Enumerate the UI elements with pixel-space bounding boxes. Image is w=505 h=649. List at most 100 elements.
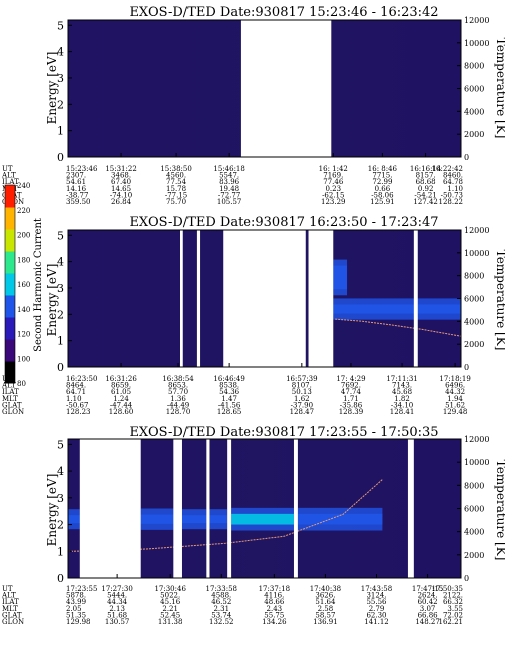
energy-tick-label: 4 — [57, 256, 64, 269]
table-cell: 67.40 — [111, 178, 131, 186]
table-row-label: UT — [2, 165, 13, 173]
data-gap — [293, 439, 298, 578]
spectrogram-band — [333, 265, 348, 290]
temperature-trace — [67, 479, 383, 552]
temperature-tick-label: 0 — [464, 363, 469, 372]
colorbar-swatch — [5, 207, 15, 230]
colorbar-swatch — [5, 295, 15, 318]
temperature-tick-label: 12000 — [464, 16, 489, 25]
table-cell: 17:50:35 — [432, 585, 463, 593]
panel-1-table: UTALTILATMLTGLATGLON15:23:462307.54.6114… — [1, 165, 463, 206]
table-cell: 1.47 — [221, 395, 237, 403]
colorbar-swatch — [5, 185, 15, 208]
energy-tick-label: 1 — [57, 125, 64, 138]
data-gap — [240, 20, 332, 157]
table-cell: 68.68 — [416, 178, 436, 186]
temperature-tick-label: 4000 — [464, 107, 484, 116]
table-cell: 17:43:58 — [361, 585, 392, 593]
temperature-tick-label: 10000 — [464, 249, 489, 258]
table-cell: -47.44 — [110, 401, 133, 409]
table-cell: 128.65 — [217, 408, 242, 416]
table-cell: 131.38 — [158, 618, 183, 626]
table-cell: 2.43 — [267, 605, 283, 613]
table-cell: 8538. — [219, 382, 239, 390]
table-cell: 16: 8:46 — [368, 165, 398, 173]
table-cell: 15.78 — [166, 185, 186, 193]
temperature-tick-label: 2000 — [464, 130, 484, 139]
table-cell: 48.66 — [264, 598, 285, 606]
table-cell: 2122. — [443, 592, 463, 600]
table-row-label: MLT — [2, 605, 18, 613]
table-cell: 0.92 — [418, 185, 434, 193]
data-gap — [196, 230, 201, 367]
table-row-label: UT — [2, 585, 13, 593]
table-cell: 1.94 — [447, 395, 463, 403]
table-cell: 2.31 — [213, 605, 229, 613]
energy-tick-label: 5 — [57, 229, 64, 242]
spectrogram-band — [140, 514, 174, 524]
table-cell: -74.10 — [110, 191, 132, 199]
table-cell: 14.16 — [66, 185, 87, 193]
colorbar-tick-label: 200 — [17, 232, 30, 240]
table-cell: 1.82 — [394, 395, 410, 403]
table-cell: 130.57 — [105, 618, 130, 626]
colorbar-label: Second Harmonic Current — [33, 218, 44, 352]
table-cell: 1.71 — [343, 395, 359, 403]
table-cell: 8653. — [168, 382, 188, 390]
panel-1-y2-axis-label: Temperature [K] — [494, 38, 505, 139]
panel-3-plot: 0 1 2 3 4 5 0 2000 4000 6000 8000 10000 12000 — [57, 435, 489, 585]
table-cell: 8659. — [111, 382, 131, 390]
temperature-tick-label: 0 — [464, 153, 469, 162]
table-row-label: GLAT — [2, 611, 22, 619]
table-cell: 148.27 — [415, 618, 440, 626]
colorbar-swatch — [5, 339, 15, 362]
colorbar-tick-label: 80 — [17, 380, 26, 388]
data-gap — [173, 439, 182, 578]
spectrogram-band — [297, 513, 383, 525]
table-cell: 132.52 — [209, 618, 234, 626]
table-cell: 2.05 — [66, 605, 82, 613]
energy-tick-label: 3 — [57, 282, 64, 295]
table-row-label: GLON — [2, 408, 24, 416]
table-cell: 17:27:30 — [101, 585, 132, 593]
temperature-tick-label: 6000 — [464, 505, 484, 514]
table-cell: 66.32 — [443, 598, 463, 606]
panel-3-table: UTALTILATMLTGLATGLON17:23:555878.43.992.… — [1, 585, 463, 626]
table-cell: 51.68 — [107, 611, 127, 619]
table-row-label: ILAT — [2, 178, 19, 186]
table-row-label: ILAT — [2, 388, 19, 396]
table-cell: 8464. — [66, 382, 86, 390]
table-cell: 17:23:55 — [66, 585, 97, 593]
table-cell: 8157. — [416, 172, 436, 180]
table-cell: 2.13 — [109, 605, 125, 613]
table-cell: 3.55 — [447, 605, 463, 613]
table-row-label: GLAT — [2, 401, 22, 409]
table-cell: 17:30:46 — [154, 585, 186, 593]
table-cell: 3.07 — [420, 605, 436, 613]
table-cell: 4560. — [166, 172, 186, 180]
panel-2-y2-axis-label: Temperature [K] — [494, 250, 505, 351]
table-row-label: MLT — [2, 395, 18, 403]
table-cell: 83.96 — [219, 178, 240, 186]
table-cell: 128.39 — [339, 408, 364, 416]
table-cell: 105.57 — [217, 198, 242, 206]
table-cell: 8460. — [443, 172, 463, 180]
data-gap — [227, 439, 232, 578]
table-cell: 55.56 — [366, 598, 387, 606]
colorbar-swatch — [5, 273, 15, 296]
table-cell: 44.32 — [445, 388, 465, 396]
table-cell: 1.10 — [447, 185, 463, 193]
temperature-tick-label: 2000 — [464, 551, 484, 560]
table-cell: 125.91 — [370, 198, 395, 206]
table-cell: 162.21 — [439, 618, 464, 626]
panel-1: EXOS-D/TED Date:930817 15:23:46 - 16:23:… — [1, 5, 505, 206]
table-cell: 72.02 — [443, 611, 463, 619]
temperature-tick-label: 10000 — [464, 39, 489, 48]
data-gap — [223, 230, 306, 367]
panel-2-y-axis-label: Energy [eV] — [45, 264, 59, 337]
table-cell: 17:33:58 — [206, 585, 237, 593]
table-cell: 47.74 — [341, 388, 362, 396]
table-cell: 51.62 — [445, 401, 465, 409]
table-cell: -44.49 — [167, 401, 189, 409]
table-cell: 61.05 — [111, 388, 131, 396]
